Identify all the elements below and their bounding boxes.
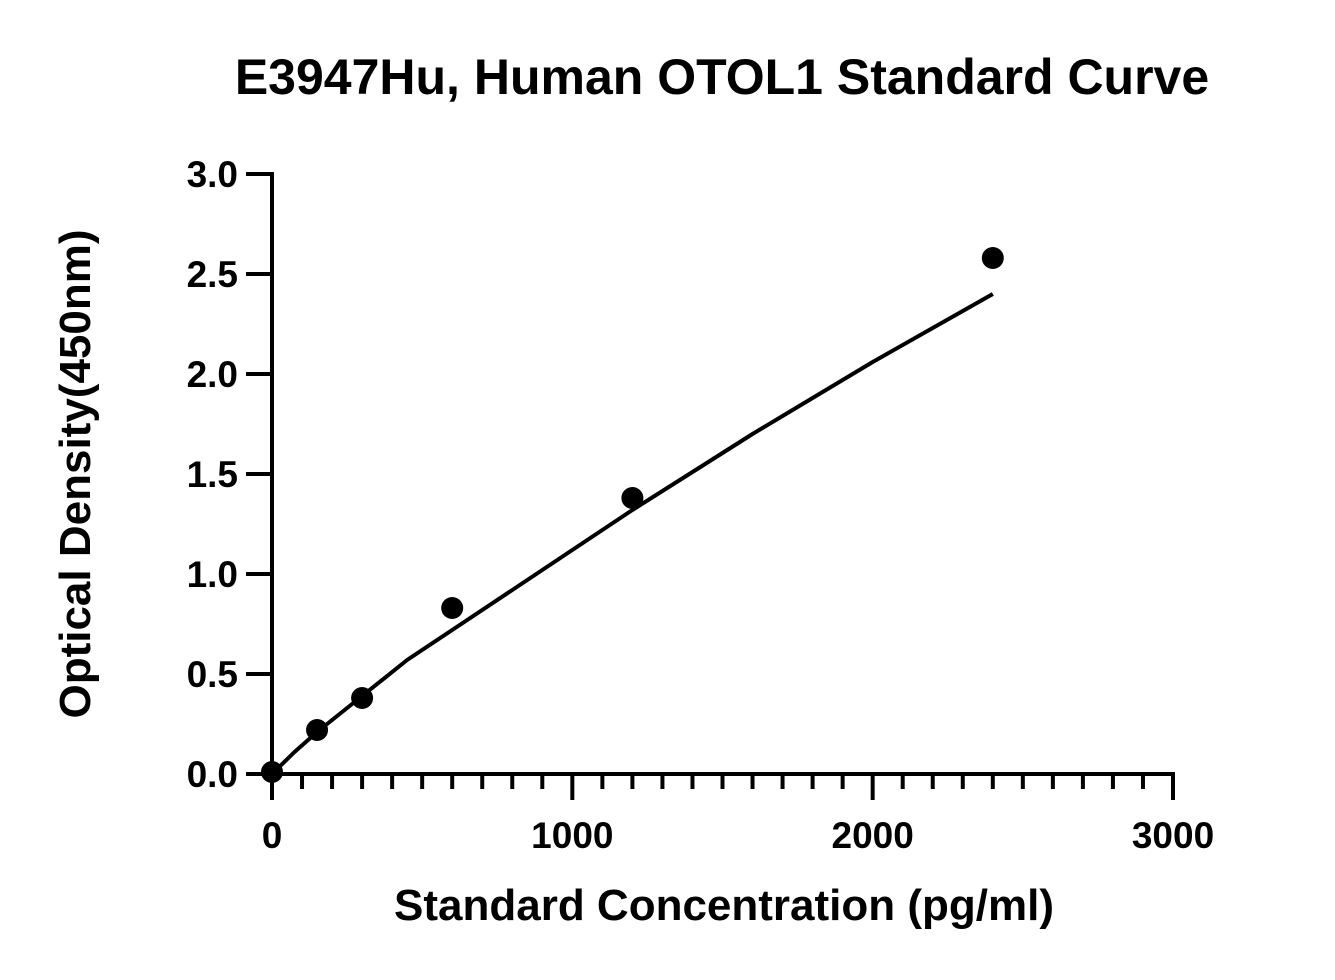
y-tick-label: 1.5 xyxy=(187,454,238,495)
data-point xyxy=(441,597,464,619)
fit-curve xyxy=(270,292,994,776)
x-tick-label: 1000 xyxy=(531,815,613,856)
data-point xyxy=(981,247,1004,269)
y-tick-label: 0.0 xyxy=(187,754,238,795)
x-axis-title: Standard Concentration (pg/ml) xyxy=(394,881,1054,930)
chart-title: E3947Hu, Human OTOL1 Standard Curve xyxy=(235,49,1209,105)
fit-curve-layer xyxy=(270,292,994,776)
y-tick-label: 2.5 xyxy=(187,254,238,295)
y-tick-label: 3.0 xyxy=(187,154,238,195)
y-tick-label: 0.5 xyxy=(187,654,238,695)
x-tick-label: 3000 xyxy=(1132,815,1214,856)
data-point xyxy=(351,687,374,709)
x-tick-label: 2000 xyxy=(832,815,914,856)
axes: 0.0 0.5 1.0 1.5 2.0 2.5 3.0 0 1000 2000 3000 xyxy=(187,154,1215,856)
x-tick-label: 0 xyxy=(262,815,283,856)
y-tick-label: 1.0 xyxy=(187,554,238,595)
y-tick-label: 2.0 xyxy=(187,354,238,395)
data-points-layer xyxy=(261,247,1004,783)
y-axis-title: Optical Density(450nm) xyxy=(51,229,100,718)
data-point xyxy=(306,719,329,741)
data-point xyxy=(621,487,644,509)
data-point xyxy=(261,761,283,783)
